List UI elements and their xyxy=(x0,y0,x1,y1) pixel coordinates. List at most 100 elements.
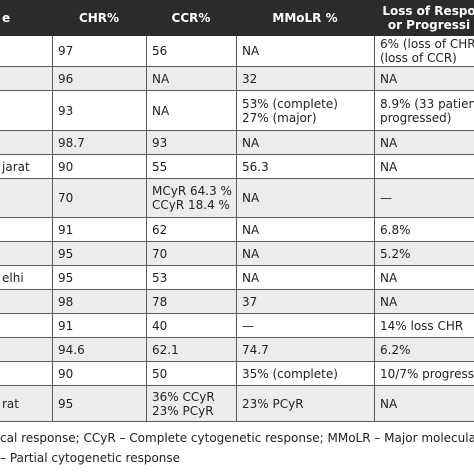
cell-mmolr-text: 23% PCyR xyxy=(242,396,304,411)
cell-ccr-text: 93 xyxy=(152,135,168,150)
cell-study-text: jarat xyxy=(2,159,30,174)
cell-chr-text: 93 xyxy=(58,103,74,118)
header-col-mmolr: MMoLR % xyxy=(272,11,338,25)
cell-study xyxy=(0,362,52,385)
cell-study: rat xyxy=(0,386,52,421)
cell-mmolr-text: NA xyxy=(242,222,260,237)
cell-ccr-text: 70 xyxy=(152,246,168,261)
cell-mmolr-text: 27% (major) xyxy=(242,110,317,125)
table-row: 90 50 35% (complete) 10/7% progress xyxy=(0,362,474,386)
cell-mmolr-text: NA xyxy=(242,191,260,205)
header-loss-line1: Loss of Respo xyxy=(382,4,474,18)
table-row: 93 NA 53% (complete) 27% (major) 8.9% (33 pa… xyxy=(0,91,474,131)
cell-mmolr-text: NA xyxy=(242,270,260,285)
cell-chr: 90 xyxy=(52,362,146,385)
cell-ccr: MCyR 64.3 % CCyR 18.4 % xyxy=(146,179,236,217)
cell-mmolr-text: 32 xyxy=(242,71,258,86)
table-row: 94.6 62.1 74.7 6.2% xyxy=(0,338,474,362)
cell-mmolr: 32 xyxy=(236,67,374,90)
cell-loss: 14% loss CHR xyxy=(374,314,474,337)
cell-study: elhi xyxy=(0,266,52,289)
cell-loss: — xyxy=(374,179,474,217)
cell-ccr-text: 36% CCyR xyxy=(152,389,215,404)
cell-chr: 91 xyxy=(52,218,146,241)
cell-ccr-text: 78 xyxy=(152,294,168,309)
cell-loss-text: 6% (loss of CHR xyxy=(380,37,474,51)
cell-ccr: 56 xyxy=(146,36,236,66)
cell-study: jarat xyxy=(0,155,52,178)
cell-loss-text: 14% loss CHR xyxy=(380,318,464,333)
cell-loss: NA xyxy=(374,155,474,178)
cell-ccr-text: 50 xyxy=(152,366,168,381)
cell-study xyxy=(0,91,52,130)
cell-chr-text: 90 xyxy=(58,366,74,381)
cell-chr: 98.7 xyxy=(52,131,146,154)
cell-mmolr: 74.7 xyxy=(236,338,374,361)
table-header: e CHR% CCR% MMoLR % Loss of Respo or Pro… xyxy=(0,0,474,36)
cell-loss: NA xyxy=(374,386,474,421)
cell-ccr-text: MCyR 64.3 % xyxy=(152,184,232,198)
cell-mmolr: 35% (complete) xyxy=(236,362,374,385)
cell-loss-text: — xyxy=(380,191,392,205)
cell-study xyxy=(0,67,52,90)
column-divider xyxy=(374,36,375,422)
table-row: 98 78 37 NA xyxy=(0,290,474,314)
cell-mmolr-text: NA xyxy=(242,44,260,58)
cell-mmolr-text: 53% (complete) xyxy=(242,96,338,111)
cell-ccr: NA xyxy=(146,91,236,130)
table-row: 96 NA 32 NA xyxy=(0,67,474,91)
cell-chr: 94.6 xyxy=(52,338,146,361)
table-row: rat 95 36% CCyR 23% PCyR 23% PCyR NA xyxy=(0,386,474,422)
cell-ccr-text: CCyR 18.4 % xyxy=(152,198,230,212)
cell-chr-text: 95 xyxy=(58,396,74,411)
table-row: 98.7 93 NA NA xyxy=(0,131,474,155)
cell-chr: 91 xyxy=(52,314,146,337)
cell-chr-text: 98 xyxy=(58,294,74,309)
cell-study xyxy=(0,131,52,154)
cell-chr: 95 xyxy=(52,386,146,421)
column-divider xyxy=(236,36,237,422)
cell-mmolr: 56.3 xyxy=(236,155,374,178)
cell-loss-text: 6.2% xyxy=(380,342,411,357)
cell-mmolr-text: NA xyxy=(242,246,260,261)
cell-chr-text: 96 xyxy=(58,71,74,86)
cell-loss: 10/7% progress xyxy=(374,362,474,385)
cell-chr-text: 70 xyxy=(58,191,74,205)
cell-ccr: 36% CCyR 23% PCyR xyxy=(146,386,236,421)
cell-ccr-text: 53 xyxy=(152,270,168,285)
cell-mmolr: NA xyxy=(236,218,374,241)
cell-mmolr-text: NA xyxy=(242,135,260,150)
table-row: jarat 90 55 56.3 NA xyxy=(0,155,474,179)
column-divider xyxy=(52,36,53,422)
cell-chr-text: 91 xyxy=(58,318,74,333)
cell-mmolr-text: 74.7 xyxy=(242,342,269,357)
cell-ccr: 78 xyxy=(146,290,236,313)
cell-chr-text: 91 xyxy=(58,222,74,237)
cell-mmolr: 23% PCyR xyxy=(236,386,374,421)
table-row: 97 56 NA 6% (loss of CHR (loss of CCR) xyxy=(0,36,474,67)
cell-chr: 95 xyxy=(52,242,146,265)
cell-chr: 95 xyxy=(52,266,146,289)
header-col-loss: Loss of Respo or Progressi xyxy=(374,0,474,36)
cell-loss-text: 6.8% xyxy=(380,222,411,237)
cell-study xyxy=(0,179,52,217)
cell-chr-text: 95 xyxy=(58,270,74,285)
cell-mmolr: 37 xyxy=(236,290,374,313)
cell-loss: NA xyxy=(374,266,474,289)
cell-chr: 93 xyxy=(52,91,146,130)
cell-loss: NA xyxy=(374,290,474,313)
header-col-study: e xyxy=(2,11,11,25)
cell-loss-text: NA xyxy=(380,135,398,150)
column-divider xyxy=(146,36,147,422)
table-row: elhi 95 53 NA NA xyxy=(0,266,474,290)
cell-loss: 8.9% (33 patien progressed) xyxy=(374,91,474,130)
cell-mmolr-text: 56.3 xyxy=(242,159,269,174)
footnote-line-2: – Partial cytogenetic response xyxy=(0,451,181,465)
cell-study xyxy=(0,338,52,361)
table-row: 91 62 NA 6.8% xyxy=(0,218,474,242)
cell-chr-text: 94.6 xyxy=(58,342,85,357)
cell-loss-text: 10/7% progress xyxy=(380,366,474,381)
cell-ccr: 50 xyxy=(146,362,236,385)
footnote-line-1: cal response; CCyR – Complete cytogeneti… xyxy=(0,431,474,445)
cell-study xyxy=(0,218,52,241)
